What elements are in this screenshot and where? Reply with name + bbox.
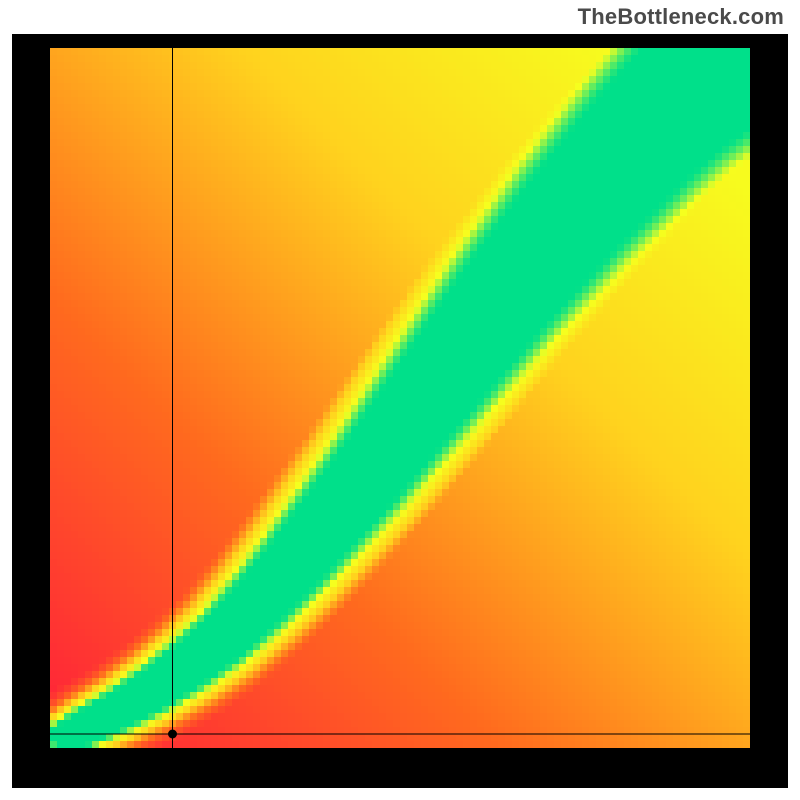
plot-frame — [12, 34, 788, 788]
watermark-text: TheBottleneck.com — [578, 4, 784, 30]
heatmap-canvas — [50, 48, 750, 748]
